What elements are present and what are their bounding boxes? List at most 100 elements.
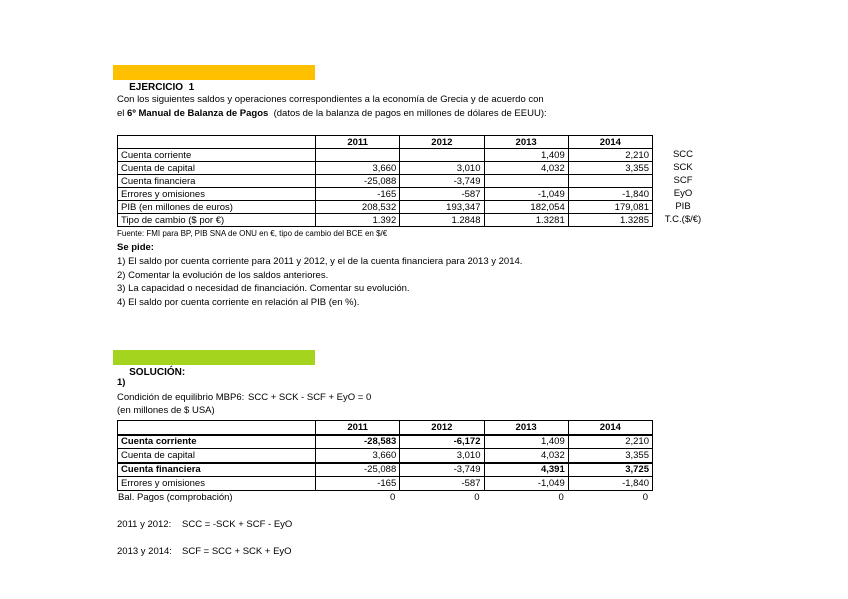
value-cell: -28,583 (314, 433, 401, 449)
intro-line-2: el 6º Manual de Balanza de Pagos (datos … (117, 107, 547, 121)
value-cell: 4,032 (483, 161, 569, 175)
value-cell: -587 (399, 476, 485, 491)
row-tag-labels: SCC SCK SCF EyO PIB T.C.($/€) (652, 148, 714, 226)
table-row: Tipo de cambio ($ por €) 1.392 1.2848 1.… (117, 213, 654, 227)
value-cell: -1,840 (567, 476, 654, 491)
condition-formula: SCC + SCK - SCF + EyO = 0 (248, 392, 372, 403)
formula-period-label: 2011 y 2012: (117, 519, 172, 530)
row-label-cell: Errores y omisiones (117, 187, 316, 201)
value-cell (567, 174, 654, 188)
table-row: Errores y omisiones -165 -587 -1,049 -1,… (117, 187, 654, 201)
value-cell: 3,660 (314, 448, 401, 463)
value-cell: -1,049 (483, 187, 569, 201)
value-cell: -3,749 (399, 174, 485, 188)
table-row: PIB (en millones de euros) 208,532 193,3… (117, 200, 654, 214)
value-cell: 1.3285 (567, 213, 654, 227)
intro-line-1: Con los siguientes saldos y operaciones … (117, 94, 544, 105)
intro-line-2-suffix: (datos de la balanza de pagos en millone… (268, 107, 547, 119)
formula-2013-2014-line: 2013 y 2014: SCF = SCC + SCK + EyO (117, 545, 417, 558)
row-tag: SCF (673, 175, 693, 186)
value-cell (314, 148, 401, 162)
header-year-cell: 2012 (399, 420, 485, 435)
row-label-cell: Cuenta financiera (117, 461, 316, 477)
solution-table: 2011 2012 2013 2014 Cuenta corriente -28… (117, 420, 654, 491)
value-cell: 1.2848 (399, 213, 485, 227)
header-year-cell: 2014 (567, 135, 654, 149)
row-label-cell: Tipo de cambio ($ por €) (117, 213, 316, 227)
value-cell: 2,210 (567, 433, 654, 449)
exercise-title: EJERCICIO 1 (129, 82, 195, 93)
value-cell: 3,010 (399, 448, 485, 463)
header-year-cell: 2012 (399, 135, 485, 149)
solution-title-bar: SOLUCIÓN: (113, 350, 315, 378)
row-label-cell: Cuenta corriente (117, 148, 316, 162)
check-value: 0 (558, 492, 564, 503)
intro-paragraph: Con los siguientes saldos y operaciones … (117, 93, 547, 120)
row-label-cell: Cuenta financiera (117, 174, 316, 188)
header-year-cell: 2013 (483, 420, 569, 435)
value-cell: 4,391 (483, 461, 569, 477)
value-cell (399, 148, 485, 162)
task-item: 2) Comentar la evolución de los saldos a… (117, 269, 329, 281)
value-cell: 208,532 (314, 200, 401, 214)
table-row: Cuenta corriente -28,583 -6,172 1,409 2,… (117, 433, 654, 449)
table-row: Cuenta de capital 3,660 3,010 4,032 3,35… (117, 448, 654, 463)
row-label-cell: Cuenta corriente (117, 433, 316, 449)
row-tag: SCC (672, 149, 694, 160)
table-row: Cuenta de capital 3,660 3,010 4,032 3,35… (117, 161, 654, 175)
solution-title: SOLUCIÓN: (129, 367, 186, 378)
value-cell: 1.392 (314, 213, 401, 227)
value-cell: 1,409 (483, 148, 569, 162)
header-year-cell: 2013 (483, 135, 569, 149)
condition-label: Condición de equilibrio MBP6: (117, 392, 245, 403)
table-header-row: 2011 2012 2013 2014 (117, 135, 654, 149)
header-empty-cell (117, 135, 316, 149)
value-cell: 182,054 (483, 200, 569, 214)
value-cell: 4,032 (483, 448, 569, 463)
value-cell: -1,840 (567, 187, 654, 201)
units-note: (en millones de $ USA) (117, 405, 215, 416)
equilibrium-condition-line: Condición de equilibrio MBP6: SCC + SCK … (117, 391, 537, 404)
row-label-cell: Cuenta de capital (117, 448, 316, 463)
value-cell: -1,049 (483, 476, 569, 491)
table-header-row: 2011 2012 2013 2014 (117, 420, 654, 435)
value-cell: -25,088 (314, 174, 401, 188)
row-label-cell: Errores y omisiones (117, 476, 316, 491)
check-value: 0 (642, 492, 648, 503)
tasks-list: 1) El saldo por cuenta corriente para 20… (117, 255, 522, 309)
table-row: Cuenta financiera -25,088 -3,749 4,391 3… (117, 461, 654, 477)
value-cell: 3,010 (399, 161, 485, 175)
header-year-cell: 2014 (567, 420, 654, 435)
value-cell: -165 (314, 187, 401, 201)
row-label-cell: Cuenta de capital (117, 161, 316, 175)
formula-2011-2012-line: 2011 y 2012: SCC = -SCK + SCF - EyO (117, 518, 417, 531)
tasks-heading: Se pide: (117, 242, 154, 253)
check-value: 0 (389, 492, 396, 503)
value-cell: -25,088 (314, 461, 401, 477)
header-empty-cell (117, 420, 316, 435)
value-cell: 1.3281 (483, 213, 569, 227)
check-row-label: Bal. Pagos (comprobación) (118, 492, 233, 503)
value-cell: -3,749 (399, 461, 485, 477)
solution-part-label: 1) (117, 377, 126, 388)
task-item: 4) El saldo por cuenta corriente en rela… (117, 296, 360, 308)
row-label-cell: PIB (en millones de euros) (117, 200, 316, 214)
formula-2011-2012: SCC = -SCK + SCF - EyO (182, 519, 293, 530)
table-row: Errores y omisiones -165 -587 -1,049 -1,… (117, 476, 654, 491)
value-cell: 3,660 (314, 161, 401, 175)
header-year-cell: 2011 (314, 135, 401, 149)
value-cell: -6,172 (399, 433, 485, 449)
table-row: Cuenta financiera -25,088 -3,749 (117, 174, 654, 188)
value-cell: 3,725 (567, 461, 654, 477)
formula-2013-2014: SCF = SCC + SCK + EyO (182, 546, 292, 557)
value-cell: 1,409 (483, 433, 569, 449)
row-tag: T.C.($/€) (664, 214, 702, 225)
row-tag: EyO (673, 188, 693, 199)
given-data-table: 2011 2012 2013 2014 Cuenta corriente 1,4… (117, 135, 654, 227)
intro-line-2-prefix: el (117, 107, 128, 119)
task-item: 3) La capacidad o necesidad de financiac… (117, 283, 410, 295)
value-cell (483, 174, 569, 188)
formula-period-label: 2013 y 2014: (117, 546, 172, 557)
value-cell: -587 (399, 187, 485, 201)
